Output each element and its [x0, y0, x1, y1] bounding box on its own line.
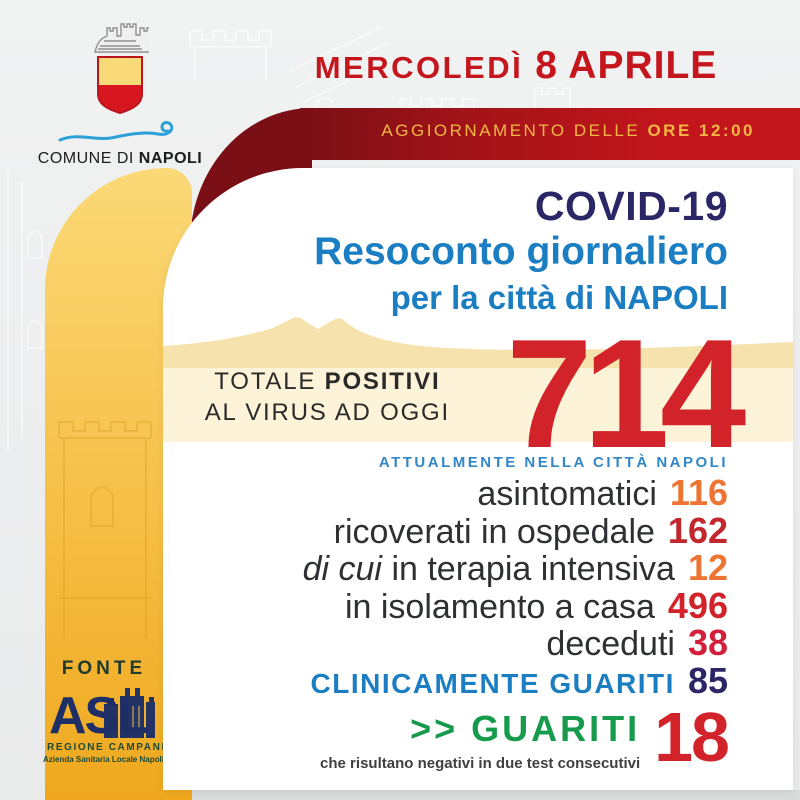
- stat-value: 38: [687, 622, 728, 664]
- stat-label: deceduti: [546, 625, 675, 664]
- recovered-label: >> GUARITI: [410, 708, 641, 749]
- page-title: MERCOLEDÌ 8 APRILE: [252, 44, 780, 88]
- asl-company-label: Azienda Sanitaria Locale Napoli 1 Centro: [43, 755, 199, 764]
- chevrons-icon: >>: [410, 708, 459, 749]
- asl-region-label: REGIONE CAMPANIA: [47, 742, 175, 753]
- total-label-line1: TOTALE POSITIVI: [214, 368, 441, 395]
- update-prefix: AGGIORNAMENTO DELLE: [381, 121, 641, 140]
- stat-row-ricoverati: ricoverati in ospedale 162: [334, 510, 728, 551]
- stat-label: CLINICAMENTE GUARITI: [310, 667, 675, 699]
- mural-crown-icon: [94, 23, 149, 53]
- source-label: FONTE: [61, 658, 147, 679]
- update-time: ORE 12:00: [647, 121, 755, 140]
- weekday: MERCOLEDÌ: [314, 50, 524, 85]
- stat-label: ricoverati in ospedale: [333, 512, 655, 551]
- bottom-strip: [163, 790, 800, 800]
- total-positive-value: 714: [506, 307, 746, 480]
- panel-castle-watermark: [58, 421, 152, 638]
- background-castle-watermark: [189, 26, 390, 130]
- background-castle-watermark: [7, 170, 43, 450]
- update-banner: [300, 108, 800, 160]
- report-card: COVID-19 Resoconto giornaliero per la ci…: [163, 168, 793, 790]
- stat-row-deceduti: deceduti 38: [546, 622, 728, 663]
- stat-label: di cui in terapia intensiva: [302, 550, 675, 589]
- asl-logo: ASL REGIONE CAMPANIA Azienda Sanitaria L…: [43, 682, 199, 792]
- card-titles: COVID-19 Resoconto giornaliero per la ci…: [314, 184, 728, 317]
- city-name: NAPOLI: [603, 279, 728, 317]
- stat-row-asintomatici: asintomatici 116: [477, 472, 728, 513]
- total-label: TOTALE POSITIVI AL VIRUS AD OGGI: [205, 366, 450, 428]
- city-prefix: per la città di: [390, 279, 595, 317]
- recovered-value: 18: [654, 698, 730, 776]
- card-city-line: per la città di NAPOLI: [314, 279, 728, 317]
- castle-icon: [104, 688, 155, 738]
- stat-value: 496: [667, 584, 728, 626]
- stat-label: asintomatici: [477, 475, 657, 513]
- stat-label: in isolamento a casa: [344, 587, 655, 626]
- napoli-shield-icon: [97, 56, 143, 115]
- recovered-note: che risultano negativi in due test conse…: [320, 755, 641, 772]
- date: 8 APRILE: [535, 44, 718, 87]
- comune-di-napoli-logo: COMUNE DI NAPOLI: [28, 18, 212, 168]
- asl-wordmark: ASL: [49, 687, 149, 745]
- stat-value: 116: [669, 472, 728, 513]
- recovered-block: >> GUARITI che risultano negativi in due…: [320, 698, 730, 776]
- stats-list: asintomatici 116 ricoverati in ospedale …: [303, 472, 728, 701]
- stat-row-clinicamente-guariti: CLINICAMENTE GUARITI 85: [310, 660, 728, 701]
- total-label-line2: AL VIRUS AD OGGI: [204, 399, 450, 426]
- stat-value: 162: [667, 509, 728, 551]
- recovered-left: >> GUARITI che risultano negativi in due…: [320, 702, 640, 772]
- wave-icon: [58, 121, 174, 142]
- stat-row-terapia-intensiva: di cui in terapia intensiva 12: [303, 547, 728, 588]
- stat-row-isolamento: in isolamento a casa 496: [345, 585, 728, 626]
- section-label: ATTUALMENTE NELLA CITTÀ NAPOLI: [378, 454, 728, 471]
- stat-value: 12: [687, 547, 728, 589]
- total-band: [163, 368, 793, 442]
- update-banner-text: AGGIORNAMENTO DELLE ORE 12:00: [381, 121, 755, 141]
- covid-title: COVID-19: [534, 183, 728, 229]
- card-subtitle: Resoconto giornaliero: [314, 230, 728, 274]
- vesuvius-silhouette: [163, 317, 793, 368]
- stat-value: 85: [687, 659, 728, 701]
- brand-name: COMUNE DI NAPOLI: [37, 150, 203, 167]
